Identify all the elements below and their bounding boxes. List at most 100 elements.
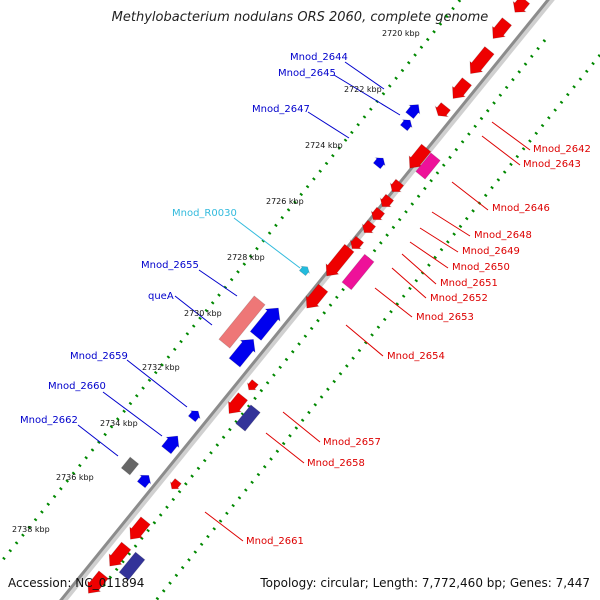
pseudo-mnod-2646	[415, 152, 441, 180]
tick-label: 2730 kbp	[184, 309, 222, 318]
gene-bottom-3	[118, 551, 146, 581]
gene-label: queA	[148, 291, 174, 302]
gene-top-1	[512, 0, 531, 13]
leader-line	[401, 253, 437, 285]
gene-label: Mnod_2643	[523, 159, 581, 170]
gene-label: Mnod_2645	[278, 68, 336, 79]
gene-quea-shape	[249, 307, 281, 341]
tick-label: 2724 kbp	[305, 141, 343, 150]
leader-line	[265, 432, 305, 464]
gene-mnod-2643-shape	[452, 77, 473, 99]
gene-top-2-shape	[492, 17, 513, 39]
tick-label: 2722 kbp	[344, 85, 382, 94]
gene-mnod-2660	[161, 435, 180, 455]
gene-label: Mnod_2657	[323, 437, 381, 448]
leader-line	[233, 217, 301, 269]
gene-mnod-2643b-shape	[434, 102, 451, 118]
gene-label: Mnod_2649	[462, 246, 520, 257]
leader-line	[77, 424, 119, 457]
tick-label: 2732 kbp	[142, 363, 180, 372]
gene-mnod-2650	[370, 206, 386, 221]
leader-line	[307, 111, 350, 139]
gene-quea	[249, 307, 281, 341]
gene-mnod-2652-shape	[349, 235, 365, 250]
gene-mnod-2642	[469, 46, 495, 75]
leader-line	[491, 121, 531, 151]
gene-mnod-2644	[405, 104, 421, 120]
gene-label: Mnod_2647	[252, 104, 310, 115]
gene-label: Mnod_2658	[307, 458, 365, 469]
outer-tick-track-right	[154, 54, 600, 600]
leader-line	[451, 181, 489, 211]
gene-mnod-2651-shape	[361, 219, 377, 234]
gene-mnod-2647	[372, 157, 386, 170]
gene-label: Mnod_2655	[141, 260, 199, 271]
gene-mnod-2655	[228, 338, 256, 368]
gene-mnod-2648	[389, 178, 405, 193]
pseudo-mnod-2653	[341, 253, 375, 291]
inner-tick-track-right	[98, 39, 547, 591]
gene-mnod-2658	[235, 404, 261, 432]
gene-mnod-2662	[136, 474, 152, 489]
gene-label: Mnod_2654	[387, 351, 445, 362]
leader-line	[174, 295, 213, 326]
tick-label: 2736 kbp	[56, 473, 94, 482]
accession-text: Accession: NC_011894	[8, 576, 145, 590]
gene-mnod-2661-shape	[169, 478, 182, 490]
genome-summary-text: Topology: circular; Length: 7,772,460 bp…	[260, 576, 590, 590]
tick-label: 2726 kbp	[266, 197, 304, 206]
gene-mnod-2660-shape	[161, 435, 180, 455]
gene-label: Mnod_2661	[246, 536, 304, 547]
tick-label: 2728 kbp	[227, 253, 265, 262]
gene-label: Mnod_2642	[533, 144, 591, 155]
gene-mnod-2643	[452, 77, 473, 99]
gene-label: Mnod_R0030	[172, 208, 237, 219]
rna-mnod-r0030	[298, 265, 311, 277]
leader-line	[198, 269, 238, 297]
rna-mnod-r0030-shape	[298, 265, 311, 277]
gene-mnod-2662-shape	[136, 474, 152, 489]
gene-small-2656	[246, 379, 259, 391]
gene-label: Mnod_2648	[474, 230, 532, 241]
leader-line	[204, 511, 244, 542]
gene-mnod-2644-shape	[405, 104, 421, 120]
tick-label: 2734 kbp	[100, 419, 138, 428]
feature-gray-2662	[120, 456, 140, 476]
gene-mnod-2657-shape	[228, 392, 249, 414]
gene-top-1-shape	[512, 0, 531, 13]
gene-label: Mnod_2651	[440, 278, 498, 289]
gene-label: Mnod_2659	[70, 351, 128, 362]
leader-line	[333, 74, 401, 116]
gene-mnod-2654	[305, 283, 329, 309]
gene-label: Mnod_2644	[290, 52, 348, 63]
gene-label: Mnod_2652	[430, 293, 488, 304]
gene-mnod-2650-shape	[370, 206, 386, 221]
tick-label: 2738 kbp	[12, 525, 50, 534]
gene-mnod-2659-shape	[187, 410, 201, 423]
gene-bottom-2	[108, 541, 132, 567]
gene-mnod-2645-shape	[399, 119, 413, 132]
leader-line	[126, 359, 188, 408]
gene-mnod-2654-shape	[305, 283, 329, 309]
leader-line	[409, 241, 449, 269]
gene-label: Mnod_2653	[416, 312, 474, 323]
gene-mnod-2651	[361, 219, 377, 234]
leader-line	[344, 61, 385, 90]
gene-mnod-2652	[349, 235, 365, 250]
leader-line	[282, 411, 321, 443]
gene-mnod-2649-shape	[379, 193, 395, 208]
gene-mnod-2653	[325, 243, 355, 277]
gene-mnod-2653-shape	[325, 243, 355, 277]
leader-line	[102, 391, 163, 437]
gene-top-2	[492, 17, 513, 39]
leader-line	[345, 324, 384, 357]
gene-label: Mnod_2646	[492, 203, 550, 214]
gene-bottom-4-shape	[87, 570, 109, 594]
gene-mnod-2648-shape	[389, 178, 405, 193]
leader-line	[419, 227, 459, 253]
gene-mnod-2643b	[434, 102, 451, 118]
gene-mnod-2659	[187, 410, 201, 423]
pseudo-mnod-2655	[218, 295, 266, 349]
leader-line	[391, 267, 427, 299]
